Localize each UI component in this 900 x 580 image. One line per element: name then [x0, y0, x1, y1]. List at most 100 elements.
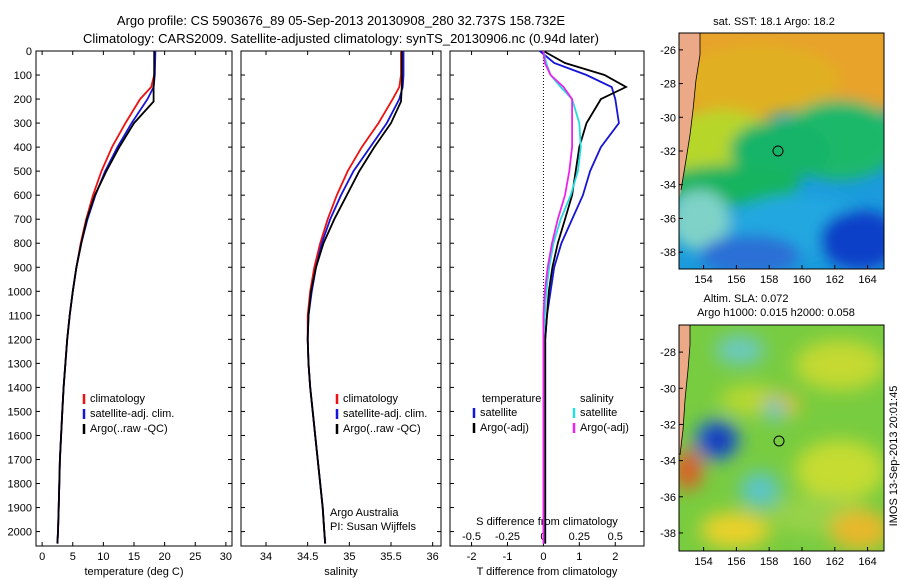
legend-label: satellite-adj. clim.	[343, 408, 427, 420]
legend-label: climatology	[90, 393, 146, 405]
y-tick-label: 2000	[8, 527, 32, 539]
map-x-tick-label: 158	[760, 274, 778, 286]
map-x-tick-label: 154	[694, 274, 712, 286]
s-tick-label: 0.5	[608, 531, 623, 543]
salinity-panel: 34 34.5 35 35.5 36 salinity climatology satelli…	[240, 50, 442, 578]
credit-text: PI: Susan Wijffels	[330, 521, 416, 533]
series-line-argorawqc	[306, 51, 403, 544]
temperature-panel: 0 5 10 15 20 25 30 temperature (deg C) 0 100 200 30…	[8, 46, 233, 578]
y-tick-label: 500	[14, 166, 32, 178]
footer-timestamp: IMOS 13-Sep-2013 20:01:45	[888, 386, 900, 527]
legend-label: Argo(-adj)	[580, 422, 629, 434]
x-axis-label: temperature (deg C)	[84, 566, 183, 578]
y-tick-label: 1100	[8, 310, 32, 322]
map-y-tick-label: -38	[660, 247, 676, 259]
x-tick-label: 5	[70, 551, 76, 563]
y-tick-label: 1900	[8, 503, 32, 515]
s-tick-label: -0.25	[495, 531, 520, 543]
sla-map-title-1: Altim. SLA: 0.072	[704, 293, 789, 305]
map-x-tick-label: 162	[826, 274, 844, 286]
legend-title-salinity: salinity	[580, 393, 614, 405]
map-x-tick-label: 164	[858, 556, 876, 568]
y-tick-label: 600	[14, 190, 32, 202]
y-tick-label: 1000	[8, 286, 32, 298]
sst-argo-marker	[772, 145, 784, 157]
sst-field	[679, 33, 884, 269]
map-y-tick-label: -34	[660, 180, 676, 192]
y-tick-label: 900	[14, 262, 32, 274]
series-line-argoadj	[542, 50, 573, 544]
x-tick-label: 2	[612, 551, 618, 563]
x-tick-label: 0	[39, 551, 45, 563]
y-tick-label: 1700	[8, 454, 32, 466]
map-y-tick-label: -28	[660, 79, 676, 91]
sla-argo-marker	[773, 435, 785, 447]
map-y-tick-label: -34	[660, 456, 676, 468]
map-y-tick-label: -28	[660, 347, 676, 359]
title-line-1: Argo profile: CS 5903676_89 05-Sep-2013 …	[117, 13, 565, 28]
map-y-tick-label: -26	[660, 45, 676, 57]
map-y-tick-label: -38	[660, 528, 676, 540]
y-tick-label: 400	[14, 142, 32, 154]
map-x-tick-label: 160	[793, 556, 811, 568]
x-tick-label: 0	[540, 551, 546, 563]
sla-map: Altim. SLA: 0.072 Argo h1000: 0.015 h200…	[660, 293, 885, 568]
map-y-tick-label: -36	[660, 213, 676, 225]
x-tick-label: 20	[159, 551, 171, 563]
map-y-tick-label: -32	[660, 419, 676, 431]
s-tick-label: 0.25	[569, 531, 590, 543]
x-tick-label: 30	[220, 551, 232, 563]
sla-map-title-2: Argo h1000: 0.015 h2000: 0.058	[697, 307, 855, 319]
map-x-tick-label: 160	[793, 274, 811, 286]
x-tick-label: 35.5	[380, 551, 401, 563]
y-tick-label: 1500	[8, 406, 32, 418]
s-axis-label: S difference from climatology	[476, 516, 618, 528]
map-x-tick-label: 156	[727, 556, 745, 568]
x-tick-label: 1	[576, 551, 582, 563]
x-tick-label: 34.5	[297, 551, 318, 563]
legend-label: Argo(-adj)	[480, 422, 529, 434]
x-tick-label: 10	[97, 551, 109, 563]
legend-label: Argo(..raw -QC)	[90, 423, 168, 435]
credit-text: Argo Australia	[330, 507, 399, 519]
legend-label: satellite-adj. clim.	[90, 408, 174, 420]
legend-label: satellite	[580, 407, 617, 419]
x-tick-label: 25	[189, 551, 201, 563]
map-x-tick-label: 156	[727, 274, 745, 286]
y-tick-label: 800	[14, 238, 32, 250]
y-tick-label: 100	[14, 70, 32, 82]
x-tick-label: -2	[467, 551, 477, 563]
map-y-tick-label: -36	[660, 492, 676, 504]
sla-field	[679, 325, 884, 551]
series-line-argorawqc	[56, 51, 156, 544]
y-tick-label: 0	[26, 46, 32, 58]
x-tick-label: 36	[427, 551, 439, 563]
y-tick-label: 700	[14, 214, 32, 226]
map-x-tick-label: 164	[858, 274, 876, 286]
x-tick-label: 34	[260, 551, 272, 563]
y-tick-label: 1800	[8, 479, 32, 491]
x-tick-label: 15	[128, 551, 140, 563]
legend-title-temperature: temperature	[482, 393, 541, 405]
map-y-tick-label: -30	[660, 383, 676, 395]
y-tick-label: 1200	[8, 334, 32, 346]
y-tick-label: 1600	[8, 430, 32, 442]
legend-label: satellite	[480, 407, 517, 419]
s-tick-label: -0.5	[462, 531, 481, 543]
sst-map-title: sat. SST: 18.1 Argo: 18.2	[713, 16, 835, 28]
map-x-tick-label: 158	[760, 556, 778, 568]
title-line-2: Climatology: CARS2009. Satellite-adjuste…	[83, 31, 599, 46]
difference-panel: -2 -1 0 1 2 T difference from climatology -0.5…	[449, 50, 645, 578]
y-tick-label: 1300	[8, 358, 32, 370]
map-y-tick-label: -30	[660, 112, 676, 124]
x-axis-label: salinity	[324, 566, 358, 578]
legend-label: Argo(..raw -QC)	[343, 423, 421, 435]
map-x-tick-label: 162	[826, 556, 844, 568]
y-tick-label: 200	[14, 94, 32, 106]
sst-map: sat. SST: 18.1 Argo: 18.2 154 156 158 160 16…	[660, 16, 885, 286]
series-line-argoadj	[542, 50, 628, 544]
x-tick-label: -1	[503, 551, 513, 563]
y-tick-label: 1400	[8, 382, 32, 394]
y-tick-label: 300	[14, 118, 32, 130]
